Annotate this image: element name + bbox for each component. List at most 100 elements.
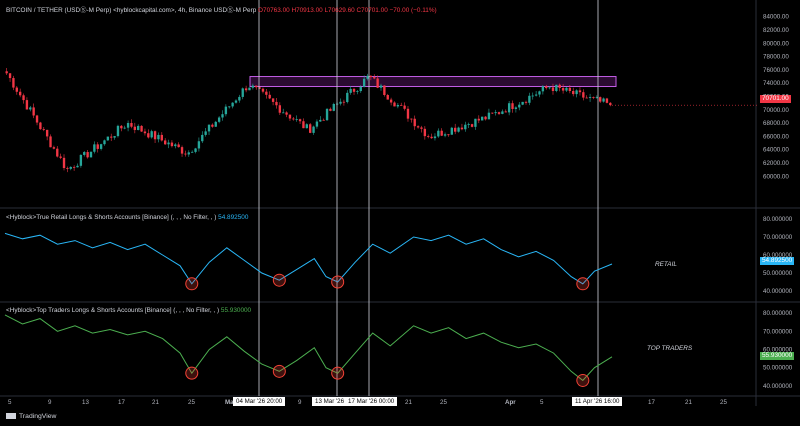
tradingview-icon	[6, 413, 16, 420]
candle-body	[89, 151, 93, 158]
candle-body	[174, 144, 177, 147]
date-tag-4: 11 Apr '26 16:00	[572, 397, 623, 406]
retail-last-badge: 54.892500	[760, 257, 795, 265]
candle-body	[103, 140, 106, 145]
price-tick-label: 84000.00	[763, 14, 789, 21]
low-marker	[576, 373, 590, 387]
retail-label-value: 54.892500	[218, 214, 249, 221]
candle-body	[356, 91, 359, 92]
date-tag-3: 17 Mar '26 00:00	[345, 397, 398, 406]
candle-body	[265, 91, 268, 95]
top-traders-label-value: 55.930000	[220, 307, 252, 314]
candle-body	[396, 104, 400, 107]
candle-body	[184, 153, 187, 155]
candle-body	[599, 97, 602, 102]
candle-body	[595, 97, 599, 98]
candle-body	[99, 144, 103, 149]
retail-tick-label: 70.000000	[763, 234, 793, 241]
candle-body	[298, 119, 302, 122]
candle-body	[585, 97, 588, 99]
low-marker	[185, 366, 199, 380]
price-tick-label: 70000.00	[763, 107, 789, 114]
candle-body	[187, 152, 190, 155]
time-tick-label: 5	[8, 399, 12, 406]
candle-body	[389, 99, 393, 103]
time-tick-label: 21	[152, 399, 159, 406]
chart-header: BITCOIN / TETHER (USDⓈ-M Perp) <hyblockc…	[6, 5, 437, 14]
candle-body	[602, 98, 605, 102]
candle-body	[180, 147, 184, 154]
top-traders-indicator-label[interactable]: <Hyblock>Top Traders Longs & Shorts Acco…	[6, 307, 251, 314]
candle-body	[561, 88, 565, 91]
retail-series	[4, 232, 613, 285]
candle-body	[255, 85, 258, 88]
candle-body	[62, 157, 66, 169]
candle-body	[83, 152, 86, 155]
top-traders-tick-label: 80.000000	[763, 310, 793, 317]
candle-body	[49, 136, 52, 148]
candle-body	[93, 144, 96, 152]
candle-body	[538, 91, 541, 95]
candle-body	[120, 125, 123, 129]
candle-body	[29, 107, 32, 110]
candle-body	[96, 144, 99, 149]
candle-body	[484, 116, 487, 120]
top-traders-label-text: <Hyblock>Top Traders Longs & Shorts Acco…	[6, 307, 220, 314]
time-tick-label: 17	[118, 399, 125, 406]
candle-body	[325, 108, 329, 121]
candle-body	[545, 86, 548, 89]
top-traders-line	[4, 314, 613, 382]
candle-body	[228, 106, 231, 108]
candle-body	[504, 111, 507, 113]
top-traders-tick-label: 40.000000	[763, 383, 793, 390]
current-price-badge: 70701.00	[760, 95, 791, 103]
highlight-zone	[249, 76, 617, 88]
candle-body	[258, 87, 261, 89]
candle-body	[342, 101, 346, 103]
candle-body	[110, 136, 113, 138]
candle-body	[410, 118, 413, 120]
candle-body	[295, 119, 298, 120]
candle-body	[588, 97, 592, 98]
candle-body	[521, 101, 524, 105]
candle-body	[339, 101, 342, 104]
candle-body	[568, 87, 572, 92]
retail-indicator-label[interactable]: <Hyblock>True Retail Longs & Shorts Acco…	[6, 214, 248, 221]
retail-label-text: <Hyblock>True Retail Longs & Shorts Acco…	[6, 214, 217, 221]
candle-body	[12, 78, 15, 88]
price-tick-label: 76000.00	[763, 67, 789, 74]
candle-body	[238, 96, 241, 101]
candle-body	[362, 78, 366, 87]
time-tick-label: Mar	[225, 399, 237, 406]
candle-body	[86, 152, 89, 158]
candle-body	[251, 85, 255, 88]
price-tick-label: 74000.00	[763, 80, 789, 87]
symbol-title: BITCOIN / TETHER (USDⓈ-M Perp) <hyblockc…	[6, 7, 257, 14]
candle-body	[393, 102, 396, 107]
candle-body	[534, 94, 538, 96]
candle-body	[285, 112, 288, 115]
top-traders-tick-label: 50.000000	[763, 365, 793, 372]
highlight-zone-box	[249, 76, 617, 88]
candle-body	[150, 131, 153, 138]
vertical-lines	[258, 0, 599, 396]
candle-body	[501, 111, 504, 114]
candle-body	[518, 104, 521, 108]
candle-body	[288, 114, 292, 119]
candle-body	[403, 105, 406, 109]
candle-body	[605, 98, 609, 103]
tradingview-logo[interactable]: TradingView	[6, 413, 56, 420]
candle-body	[386, 95, 389, 100]
retail-line	[4, 232, 613, 285]
price-tick-label: 80000.00	[763, 40, 789, 47]
top-traders-series	[4, 314, 613, 382]
candle-body	[268, 94, 271, 99]
candle-body	[292, 118, 295, 120]
candle-body	[349, 88, 352, 93]
candle-body	[261, 88, 265, 92]
candle-body	[224, 106, 228, 115]
candle-body	[42, 129, 45, 130]
candle-body	[164, 140, 167, 145]
time-tick-label: 25	[440, 399, 447, 406]
time-tick-label: 5	[540, 399, 544, 406]
